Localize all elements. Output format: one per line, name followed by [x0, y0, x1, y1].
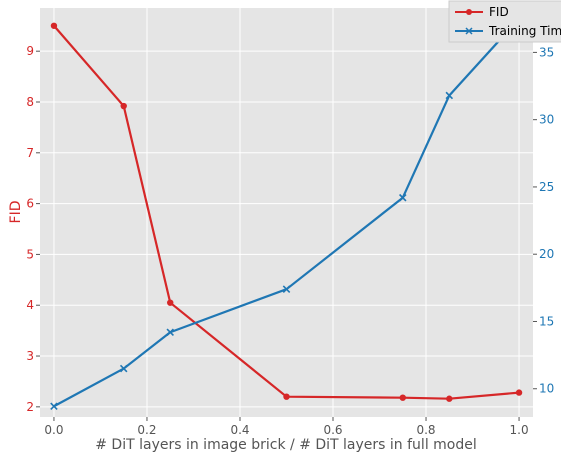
data-point-training-tim: [50, 402, 58, 411]
legend-box: [448, 0, 561, 43]
y-left-tick-label: 8: [26, 95, 34, 109]
data-point-fid: [120, 102, 127, 110]
y-left-tick-label: 2: [26, 400, 34, 414]
legend-training-time-marker: [465, 27, 473, 35]
data-point-fid: [399, 394, 406, 401]
data-point-training-tim: [445, 91, 454, 100]
data-point-fid: [515, 389, 523, 396]
x-tick-label: 0.8: [416, 423, 435, 437]
y-left-tick-label: 5: [26, 247, 34, 261]
data-point-fid: [283, 393, 290, 400]
legend: FID Training Tim: [448, 0, 561, 43]
x-tick-label: 0.2: [137, 423, 156, 437]
data-point-fid: [446, 395, 453, 402]
legend-fid-label: FID: [489, 5, 509, 19]
y-left-tick-label: 9: [26, 44, 34, 58]
series-layer: [50, 14, 523, 411]
y-left-tick-label: 6: [26, 197, 34, 211]
ticks: 0.0 0.2 0.4 0.6 0.8 1.0 2 3 4 5 6 7 8 9 10 15 20 25 30 35: [26, 44, 554, 437]
data-point-training-tim: [119, 364, 128, 373]
data-point-fid: [167, 299, 174, 306]
y-right-tick-label: 15: [539, 314, 554, 328]
x-tick-label: 0.0: [44, 423, 63, 437]
grid: [40, 8, 533, 417]
data-point-training-tim: [399, 193, 407, 202]
y-left-tick-label: 7: [26, 146, 34, 160]
x-tick-label: 0.4: [230, 423, 249, 437]
y-right-tick-label: 20: [539, 247, 554, 261]
y-right-tick-label: 25: [539, 180, 554, 194]
data-point-training-tim: [166, 328, 174, 337]
legend-training-time-label: Training Tim: [488, 24, 561, 38]
y-left-tick-label: 3: [26, 349, 34, 363]
x-axis-label: # DiT layers in image brick / # DiT laye…: [95, 437, 477, 453]
y-right-tick-label: 35: [539, 45, 554, 59]
plot-background: [40, 8, 533, 417]
y-left-tick-label: 4: [26, 298, 34, 312]
data-point-training-tim: [282, 285, 291, 293]
y-right-tick-label: 10: [539, 382, 554, 396]
y-right-tick-label: 30: [539, 113, 554, 127]
y-axis-left-label: FID: [8, 201, 24, 224]
x-tick-label: 0.6: [323, 423, 342, 437]
data-point-fid: [50, 22, 58, 29]
legend-fid-marker: [466, 9, 472, 15]
x-tick-label: 1.0: [510, 423, 529, 437]
